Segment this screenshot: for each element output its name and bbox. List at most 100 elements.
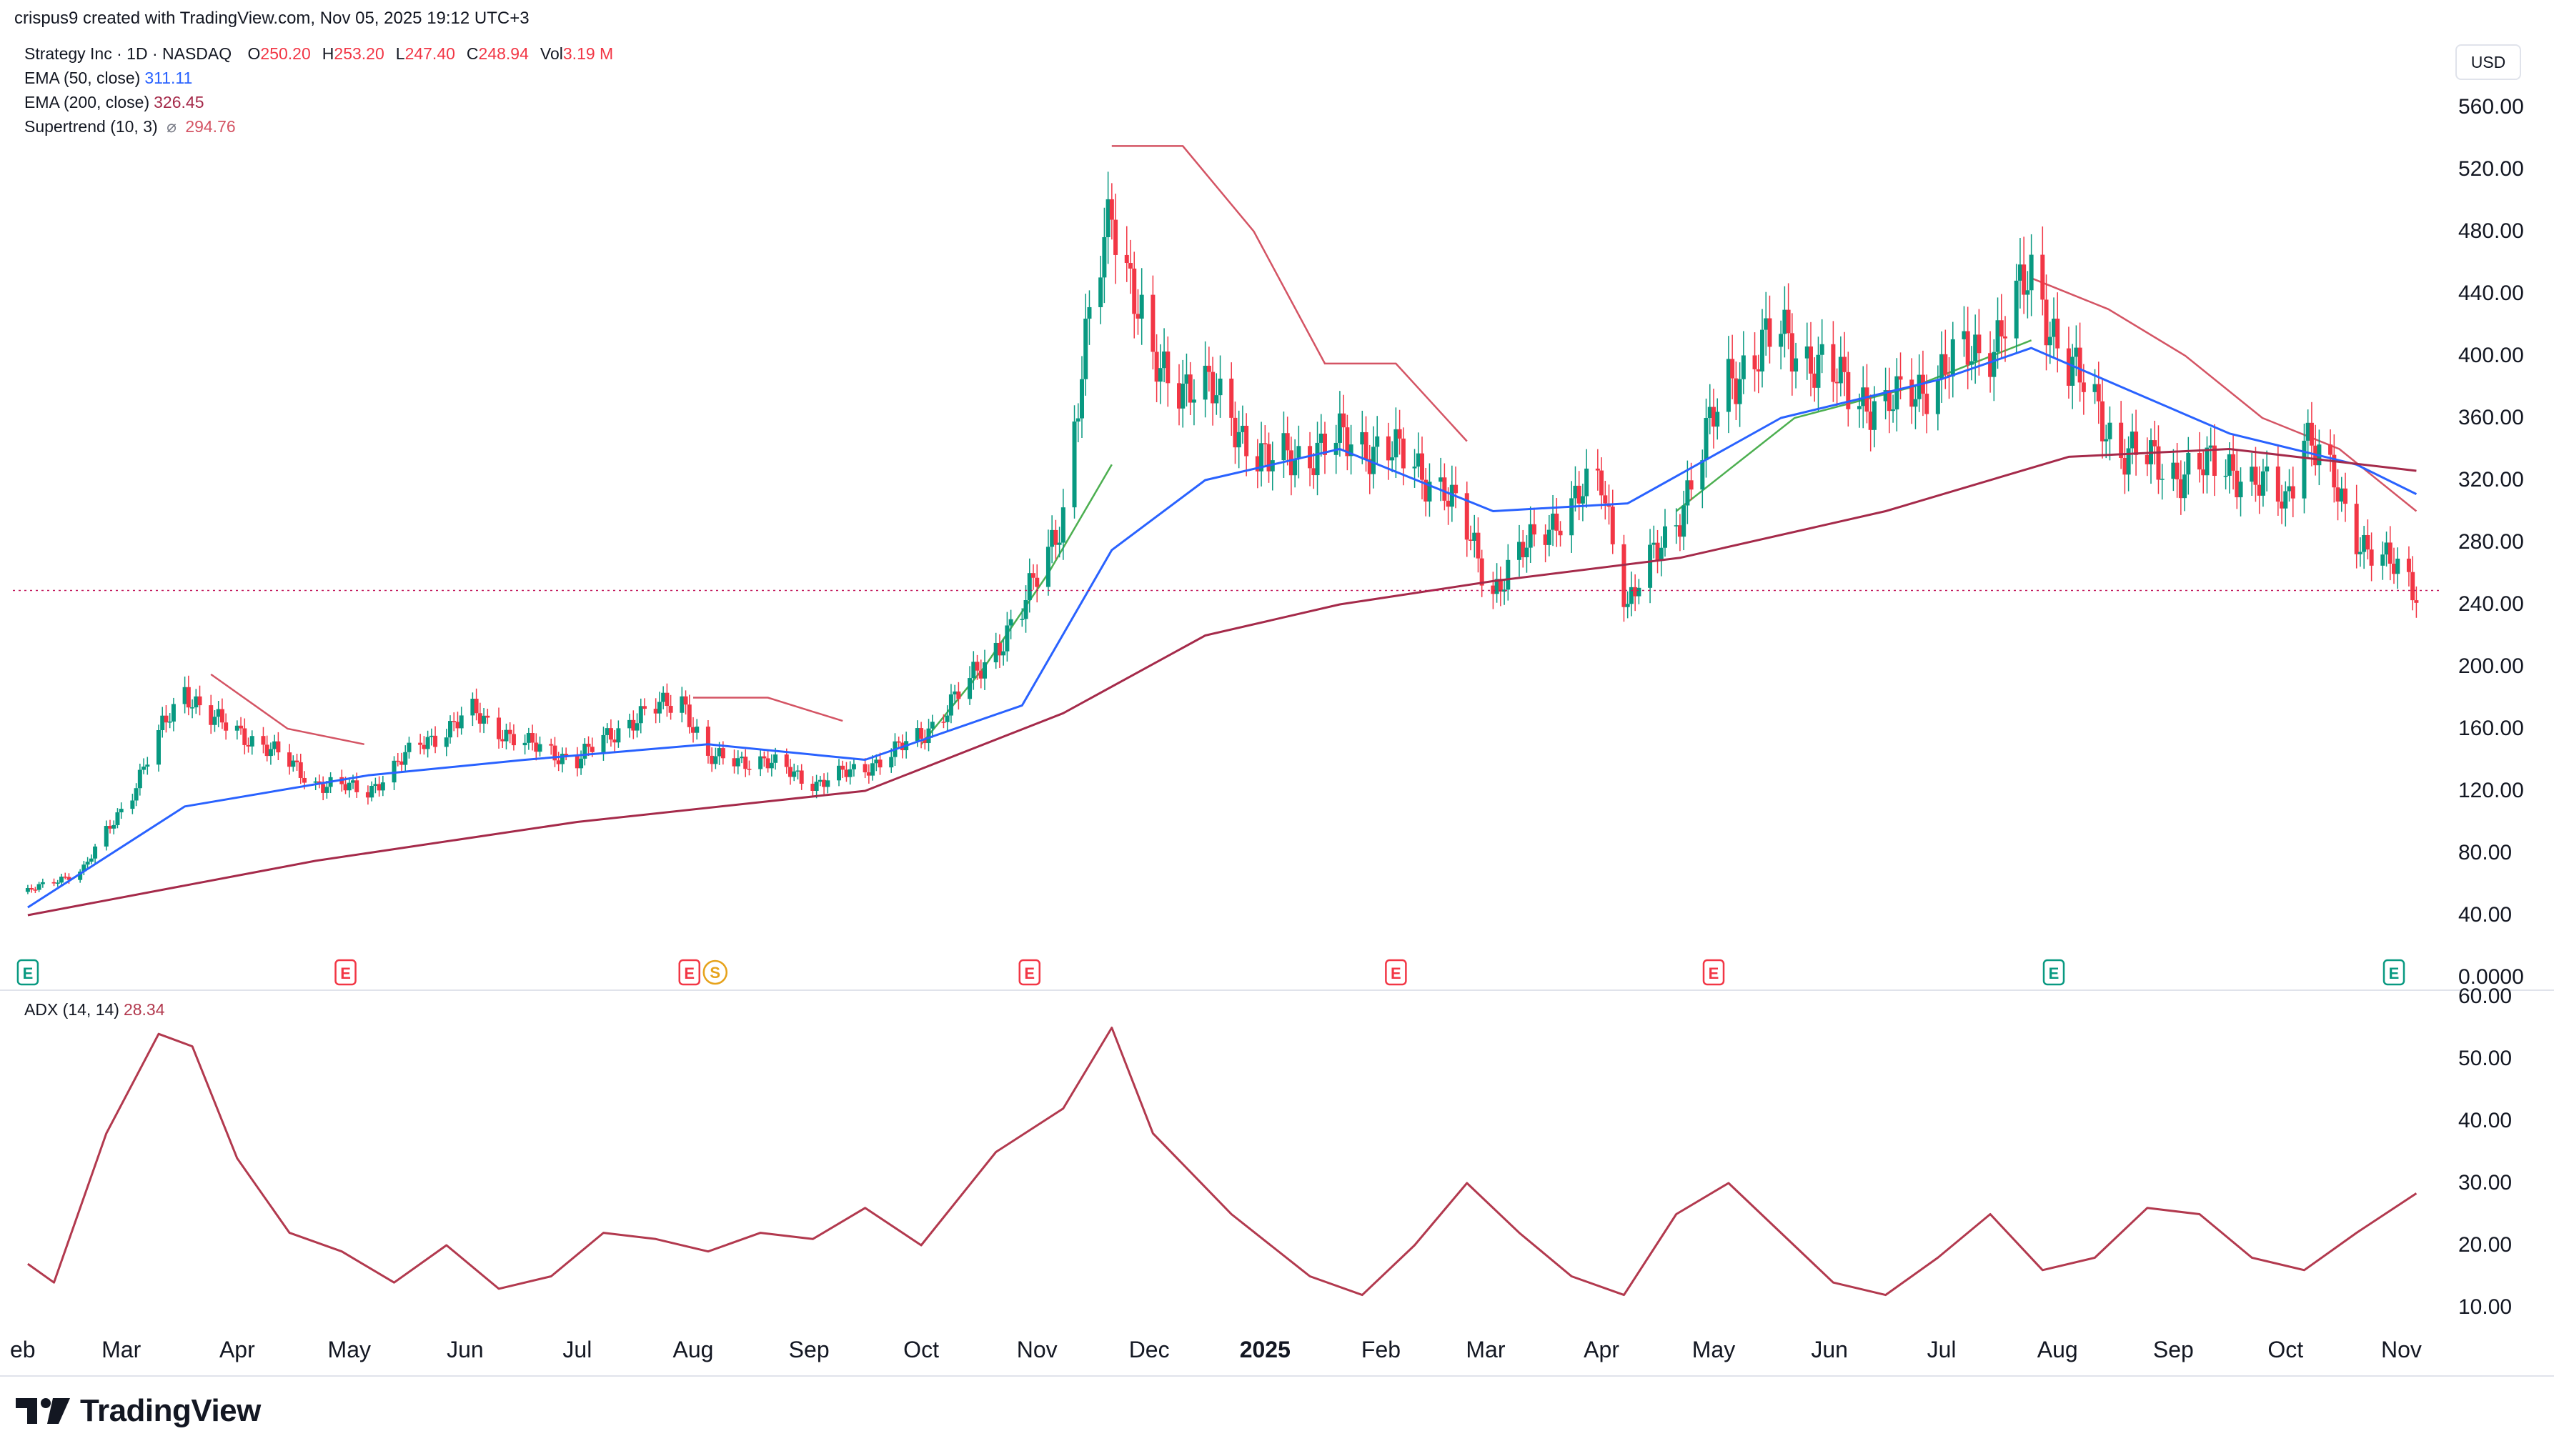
supertrend-legend[interactable]: Supertrend (10, 3) ⌀ 294.76 (24, 117, 236, 136)
ohlc-o-label: O (247, 44, 261, 63)
ohlc-c-label: C (466, 44, 479, 63)
candle-body (601, 734, 606, 752)
candle-body (1794, 358, 1799, 372)
candle-body (1035, 577, 1040, 587)
ema50-label: EMA (50, close) (24, 69, 141, 87)
price-tick-label: 320.00 (2458, 468, 2524, 492)
candle-body (2077, 347, 2082, 383)
candle-body (1166, 351, 1171, 384)
time-tick-label: Mar (1466, 1337, 1505, 1362)
candle-body (1779, 334, 1784, 347)
candle-body (1057, 542, 1062, 545)
ema200-legend[interactable]: EMA (200, close) 326.45 (24, 93, 204, 112)
candle-body (130, 800, 135, 809)
candle-body (1569, 498, 1574, 536)
candle-body (1595, 468, 1600, 471)
candle-body (720, 748, 725, 759)
candle-body (36, 884, 41, 890)
candle-body (1524, 547, 1529, 557)
ema50-value: 311.11 (144, 69, 193, 87)
candle-body (2119, 422, 2124, 459)
candle-body (1206, 365, 1211, 372)
candle-body (1883, 390, 1888, 402)
time-tick-label: Jun (1811, 1337, 1848, 1362)
candle-body (2130, 432, 2135, 449)
candle-body (1685, 480, 1690, 506)
candle-body (1965, 331, 1970, 365)
visibility-off-icon[interactable]: ⌀ (167, 117, 177, 136)
candle-body (313, 781, 318, 783)
time-tick-label: Oct (2267, 1337, 2303, 1362)
candle-body (2302, 440, 2307, 499)
candle-body (1416, 453, 1421, 467)
candle-body (818, 779, 823, 782)
candle-body (740, 757, 744, 759)
candle-body (2231, 454, 2236, 471)
candle-body (1270, 460, 1275, 472)
candle-body (1999, 320, 2004, 336)
candle-body (1472, 532, 1477, 541)
candle-body (1584, 468, 1589, 497)
candle-body (1864, 387, 1869, 412)
ema50-legend[interactable]: EMA (50, close) 311.11 (24, 69, 192, 88)
time-tick-label: Nov (2381, 1337, 2422, 1362)
earnings-marker (2042, 959, 2065, 986)
candle-body (1446, 500, 1451, 507)
candle-body (2070, 356, 2075, 386)
candle-body (2365, 534, 2370, 550)
candle-body (844, 769, 849, 777)
candle-body (111, 824, 116, 829)
candle-body (1506, 559, 1511, 590)
candle-body (1573, 485, 1578, 499)
candle-body (474, 699, 479, 714)
candle-body (1020, 619, 1025, 620)
candle-body (2017, 264, 2022, 281)
candle-body (85, 862, 90, 865)
candle-body (1318, 433, 1323, 443)
candle-body (1188, 374, 1193, 403)
adx-legend[interactable]: ADX (14, 14) 28.34 (24, 1000, 165, 1019)
candle-body (321, 784, 326, 793)
candle-body (1045, 547, 1050, 587)
currency-button[interactable]: USD (2455, 44, 2521, 80)
candle-body (1348, 444, 1353, 457)
candle-body (2152, 440, 2157, 447)
candle-body (1420, 453, 1424, 480)
candle-body (1576, 485, 1581, 504)
candle-body (291, 760, 296, 767)
candle-body (1809, 346, 1813, 374)
candle-body (769, 762, 774, 769)
candle-body (1868, 412, 1873, 430)
candle-body (997, 642, 1002, 656)
candle-body (2205, 447, 2210, 476)
candle-body (2156, 446, 2161, 480)
candle-body (1464, 493, 1469, 540)
candle-body (2335, 487, 2340, 502)
candle-body (1521, 542, 1526, 557)
candle-body (1546, 529, 1551, 545)
tradingview-logo: TradingView (16, 1393, 261, 1429)
candle-body (1001, 651, 1006, 656)
candle-body (1397, 429, 1402, 439)
time-tick-label: Jul (562, 1337, 592, 1362)
candle-body (534, 742, 539, 752)
candle-body (612, 739, 617, 743)
candle-body (747, 769, 752, 770)
supertrend-line-0 (1111, 145, 1468, 442)
candle-body (171, 704, 176, 722)
earnings-marker-letter: E (1024, 964, 1035, 982)
candle-body (2287, 486, 2292, 492)
candle-body (1651, 542, 1656, 545)
candle-body (851, 764, 856, 769)
candle-body (1214, 395, 1219, 404)
candle-body (167, 721, 172, 723)
earnings-marker (2382, 959, 2405, 986)
candle-body (444, 737, 449, 747)
candle-body (452, 721, 457, 722)
candle-body (590, 747, 595, 752)
candle-body (1898, 376, 1903, 380)
candle-body (1008, 619, 1013, 626)
candle-body (2134, 432, 2139, 455)
candle-body (1124, 254, 1129, 264)
